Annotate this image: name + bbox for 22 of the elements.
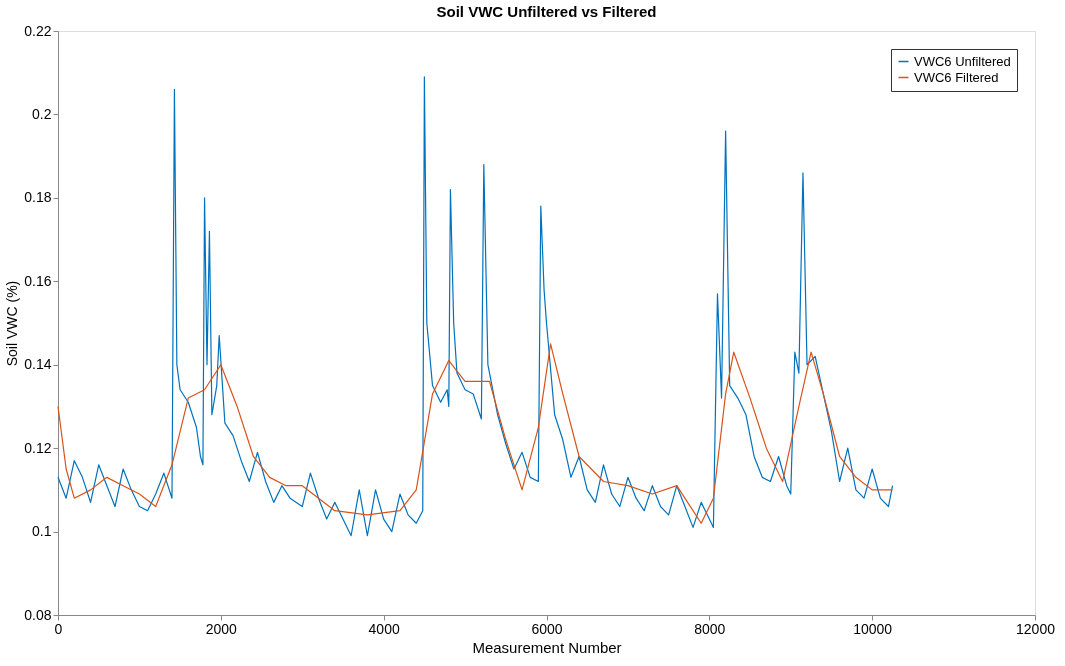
y-tick-label: 0.1 [32, 523, 52, 540]
y-tick-label: 0.16 [24, 272, 52, 289]
x-tick-label: 6000 [531, 620, 563, 637]
legend-label: VWC6 Unfiltered [914, 53, 1011, 69]
chart-title: Soil VWC Unfiltered vs Filtered [436, 3, 657, 20]
x-tick-label: 12000 [1016, 620, 1056, 637]
x-tick-label: 10000 [853, 620, 893, 637]
y-tick-label: 0.14 [24, 356, 52, 373]
x-tick-label: 8000 [694, 620, 726, 637]
y-tick-label: 0.12 [24, 439, 52, 456]
y-axis-title: Soil VWC (%) [4, 280, 21, 367]
x-axis-title: Measurement Number [472, 638, 622, 656]
y-tick-label: 0.22 [24, 22, 52, 39]
x-tick-label: 2000 [205, 620, 238, 637]
legend-label: VWC6 Filtered [914, 69, 999, 85]
y-tick-label: 0.08 [24, 606, 52, 623]
y-tick-label: 0.18 [24, 189, 52, 206]
line-series [57, 76, 894, 537]
y-tick-label: 0.2 [32, 105, 52, 122]
x-tick-label: 0 [54, 620, 63, 637]
x-tick-label: 4000 [368, 620, 400, 637]
line-series [57, 343, 894, 524]
